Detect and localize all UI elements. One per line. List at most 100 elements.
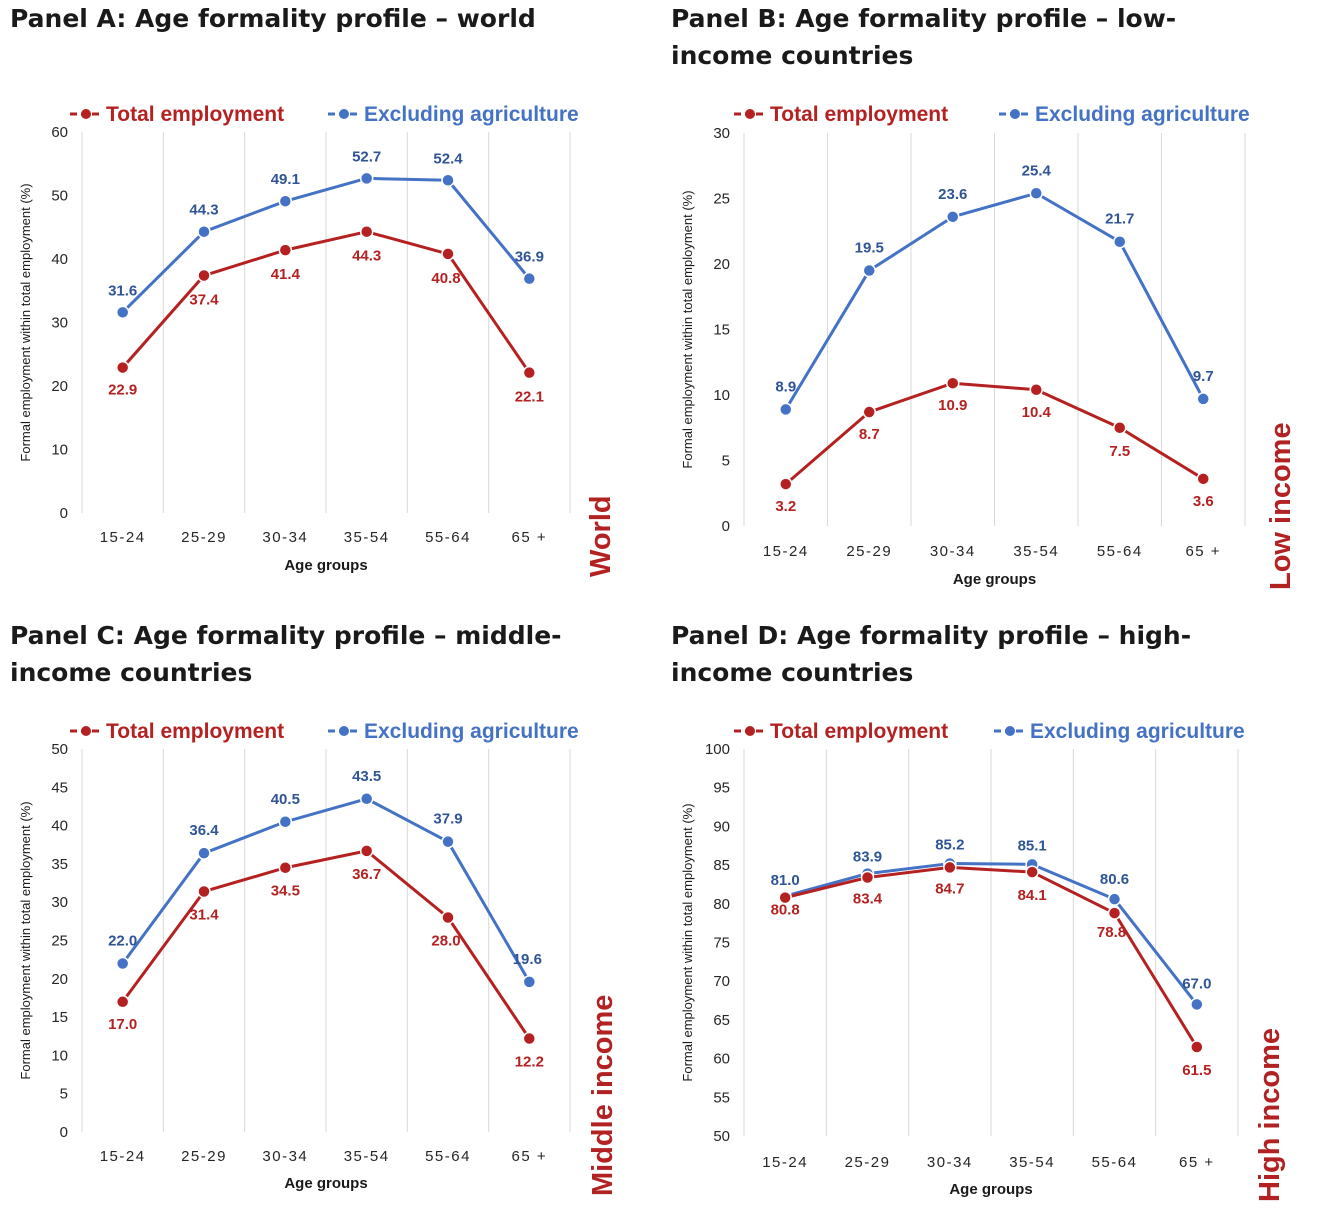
data-point-total-employment — [441, 247, 455, 261]
data-label-total-employment: 22.1 — [515, 389, 544, 406]
y-tick-label: 40 — [51, 818, 68, 835]
y-tick-label: 30 — [51, 894, 68, 911]
data-point-total-employment — [778, 890, 792, 905]
legend-swatch-marker — [1010, 109, 1020, 119]
y-tick-label: 70 — [713, 973, 730, 990]
y-tick-label: 15 — [51, 1009, 68, 1026]
data-label-excluding-agriculture: 52.4 — [433, 150, 463, 167]
y-tick-label: 20 — [51, 378, 68, 395]
data-label-excluding-agriculture: 43.5 — [352, 768, 381, 785]
data-label-total-employment: 84.1 — [1018, 887, 1047, 904]
data-point-excluding-agriculture — [197, 846, 211, 860]
data-label-excluding-agriculture: 36.4 — [189, 822, 219, 839]
side-label: Low income — [1265, 422, 1297, 590]
y-tick-label: 65 — [713, 1012, 730, 1029]
y-tick-label: 90 — [713, 818, 730, 835]
legend-excluding-agriculture: Excluding agriculture — [1030, 720, 1245, 743]
data-point-total-employment — [522, 365, 537, 380]
x-tick-label: 35-54 — [1013, 543, 1059, 560]
y-tick-label: 85 — [713, 857, 730, 874]
y-tick-label: 60 — [713, 1051, 730, 1068]
y-tick-label: 10 — [51, 442, 68, 459]
legend-excluding-agriculture: Excluding agriculture — [364, 720, 579, 743]
x-axis-title: Age groups — [953, 571, 1036, 588]
series-line-total-employment — [121, 230, 531, 374]
data-point-excluding-agriculture — [115, 305, 130, 320]
series-line-excluding-agriculture — [784, 191, 1205, 411]
x-tick-label: 35-54 — [344, 529, 390, 546]
y-axis-title: Formal employment within total employmen… — [680, 190, 695, 468]
x-tick-label: 25-29 — [846, 543, 892, 560]
data-label-excluding-agriculture: 85.2 — [935, 837, 964, 854]
y-tick-label: 0 — [60, 1124, 68, 1141]
data-label-excluding-agriculture: 36.9 — [515, 249, 544, 266]
series-line-total-employment — [784, 865, 1199, 1048]
data-label-total-employment: 31.4 — [189, 906, 219, 923]
data-label-excluding-agriculture: 83.9 — [853, 849, 882, 866]
data-point-excluding-agriculture — [359, 792, 374, 806]
data-point-excluding-agriculture — [278, 194, 293, 208]
panel-c-title: Panel C: Age formality profile – middle-… — [10, 621, 562, 687]
y-tick-label: 50 — [51, 188, 68, 205]
data-point-excluding-agriculture — [115, 956, 130, 971]
x-tick-label: 55-64 — [425, 1148, 471, 1165]
data-label-excluding-agriculture: 19.5 — [855, 240, 884, 257]
data-label-total-employment: 8.7 — [859, 426, 880, 443]
data-label-total-employment: 37.4 — [189, 292, 219, 309]
data-point-excluding-agriculture — [522, 975, 537, 989]
y-tick-label: 55 — [713, 1089, 730, 1106]
legend-swatch-marker — [339, 726, 349, 736]
y-tick-label: 10 — [51, 1047, 68, 1064]
data-label-excluding-agriculture: 23.6 — [938, 186, 967, 203]
data-label-excluding-agriculture: 8.9 — [775, 378, 796, 395]
y-tick-label: 60 — [51, 124, 68, 141]
data-point-total-employment — [943, 860, 957, 875]
side-label: High income — [1254, 1028, 1286, 1202]
data-label-total-employment: 41.4 — [271, 266, 301, 283]
data-point-total-employment — [359, 844, 374, 858]
data-point-excluding-agriculture — [862, 263, 876, 278]
y-tick-label: 95 — [713, 780, 730, 797]
x-tick-label: 55-64 — [1092, 1154, 1138, 1171]
data-point-total-employment — [862, 405, 876, 419]
data-point-excluding-agriculture — [779, 402, 793, 417]
y-axis-title: Formal employment within total employmen… — [18, 801, 33, 1079]
legend-swatch-marker — [1005, 726, 1015, 736]
data-label-total-employment: 12.2 — [515, 1054, 544, 1071]
data-point-total-employment — [1196, 472, 1210, 486]
data-label-total-employment: 78.8 — [1097, 924, 1126, 941]
data-label-total-employment: 17.0 — [108, 1016, 137, 1033]
y-tick-label: 25 — [713, 191, 730, 208]
data-point-excluding-agriculture — [1113, 234, 1127, 249]
y-tick-label: 25 — [51, 933, 68, 950]
x-tick-label: 30-34 — [930, 543, 976, 560]
series-line-total-employment — [784, 381, 1205, 486]
data-point-total-employment — [197, 268, 211, 283]
x-tick-label: 25-29 — [181, 1148, 227, 1165]
series-line-excluding-agriculture — [784, 862, 1199, 1006]
data-label-excluding-agriculture: 52.7 — [352, 148, 381, 165]
data-point-total-employment — [278, 243, 293, 257]
data-label-total-employment: 3.6 — [1193, 493, 1214, 510]
data-point-excluding-agriculture — [946, 210, 960, 224]
x-tick-label: 65 + — [1179, 1154, 1215, 1171]
legend-excluding-agriculture: Excluding agriculture — [1035, 103, 1250, 126]
data-label-total-employment: 28.0 — [431, 933, 460, 950]
chart-panel-b: 0 5 10 15 20 25 30 15-24 25-29 30-34 35-54 55-64 65 … — [680, 103, 1297, 590]
data-point-total-employment — [197, 884, 211, 899]
data-point-total-employment — [359, 224, 374, 239]
y-tick-label: 30 — [51, 315, 68, 332]
data-label-total-employment: 10.4 — [1022, 404, 1052, 421]
legend-excluding-agriculture: Excluding agriculture — [364, 103, 579, 126]
y-axis-title: Formal employment within total employmen… — [680, 803, 695, 1081]
y-tick-label: 5 — [722, 453, 730, 470]
data-label-total-employment: 84.7 — [935, 880, 964, 897]
data-point-excluding-agriculture — [441, 834, 455, 849]
y-axis-title: Formal employment within total employmen… — [18, 183, 33, 461]
data-point-excluding-agriculture — [441, 173, 455, 188]
panel-d-title: Panel D: Age formality profile – high-in… — [671, 621, 1192, 687]
data-label-excluding-agriculture: 37.9 — [433, 811, 462, 828]
x-tick-label: 55-64 — [425, 529, 471, 546]
data-label-excluding-agriculture: 67.0 — [1182, 975, 1211, 992]
data-point-excluding-agriculture — [1190, 997, 1204, 1012]
